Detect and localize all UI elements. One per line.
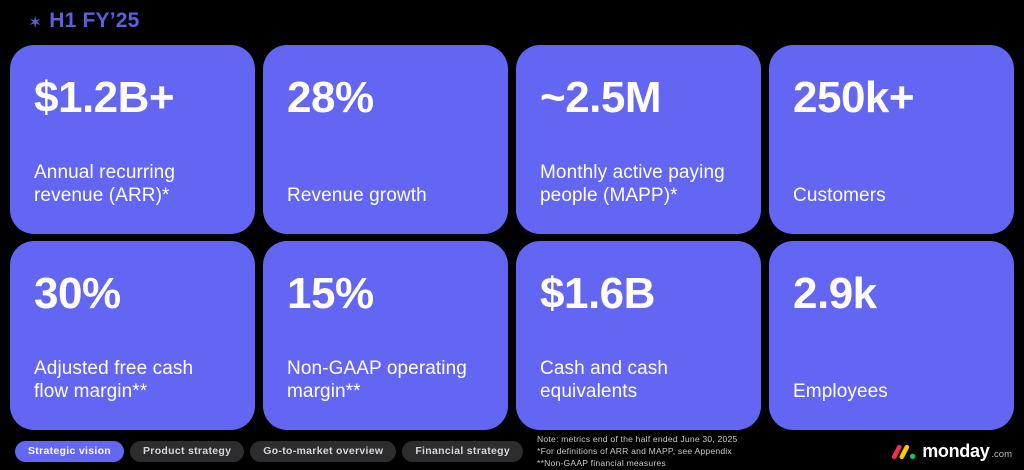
- monday-logo-icon: [892, 444, 916, 460]
- metric-label: Revenue growth: [287, 185, 427, 207]
- metric-card-revenue-growth: 28% Revenue growth: [263, 45, 508, 234]
- tab-product-strategy[interactable]: Product strategy: [130, 440, 245, 462]
- metric-value: ~2.5M: [540, 73, 662, 122]
- footnote-line: *For definitions of ARR and MAPP, see Ap…: [537, 445, 732, 456]
- logo-wordmark: monday: [922, 440, 990, 461]
- metric-value: $1.2B+: [34, 73, 175, 122]
- metric-value: $1.6B: [540, 269, 655, 318]
- metric-label: Employees: [793, 381, 888, 403]
- metric-value: 2.9k: [793, 269, 877, 318]
- footnotes: Note: metrics end of the half ended June…: [537, 433, 737, 469]
- tab-go-to-market-overview[interactable]: Go-to-market overview: [250, 440, 397, 462]
- metric-label: Customers: [793, 185, 886, 207]
- tab-financial-strategy[interactable]: Financial strategy: [402, 440, 524, 462]
- logo-tld: .com: [991, 448, 1012, 460]
- header: ✶ H1 FY’25: [28, 9, 140, 33]
- metric-card-employees: 2.9k Employees: [769, 241, 1014, 430]
- metric-value: 28%: [287, 73, 374, 122]
- footer: Strategic vision Product strategy Go-to-…: [15, 434, 1012, 468]
- metric-card-mapp: ~2.5M Monthly active paying people (MAPP…: [516, 45, 761, 234]
- metric-label: Non-GAAP operating margin**: [287, 357, 467, 403]
- metric-card-fcf-margin: 30% Adjusted free cash flow margin**: [10, 241, 255, 430]
- footnote-line: **Non-GAAP financial measures: [537, 458, 666, 469]
- tab-strategic-vision[interactable]: Strategic vision: [15, 440, 124, 462]
- metric-value: 250k+: [793, 73, 915, 122]
- monday-logo: monday .com: [890, 441, 1012, 462]
- metric-card-customers: 250k+ Customers: [769, 45, 1014, 234]
- metric-label: Adjusted free cash flow margin**: [34, 357, 194, 403]
- metric-card-cash: $1.6B Cash and cash equivalents: [516, 241, 761, 430]
- page-title: H1 FY’25: [49, 9, 140, 32]
- metric-label: Monthly active paying people (MAPP)*: [540, 161, 725, 207]
- footnote-line: Note: metrics end of the half ended June…: [537, 433, 738, 444]
- metric-card-operating-margin: 15% Non-GAAP operating margin**: [263, 241, 508, 430]
- metric-label: Cash and cash equivalents: [540, 357, 669, 403]
- sparkle-icon: ✶: [28, 12, 43, 32]
- metric-value: 30%: [34, 269, 121, 318]
- metric-cards-grid: $1.2B+ Annual recurring revenue (ARR)* 2…: [10, 45, 1014, 430]
- metric-card-arr: $1.2B+ Annual recurring revenue (ARR)*: [10, 45, 255, 234]
- metric-value: 15%: [287, 269, 374, 318]
- metric-label: Annual recurring revenue (ARR)*: [34, 161, 176, 207]
- section-tabs: Strategic vision Product strategy Go-to-…: [15, 440, 524, 462]
